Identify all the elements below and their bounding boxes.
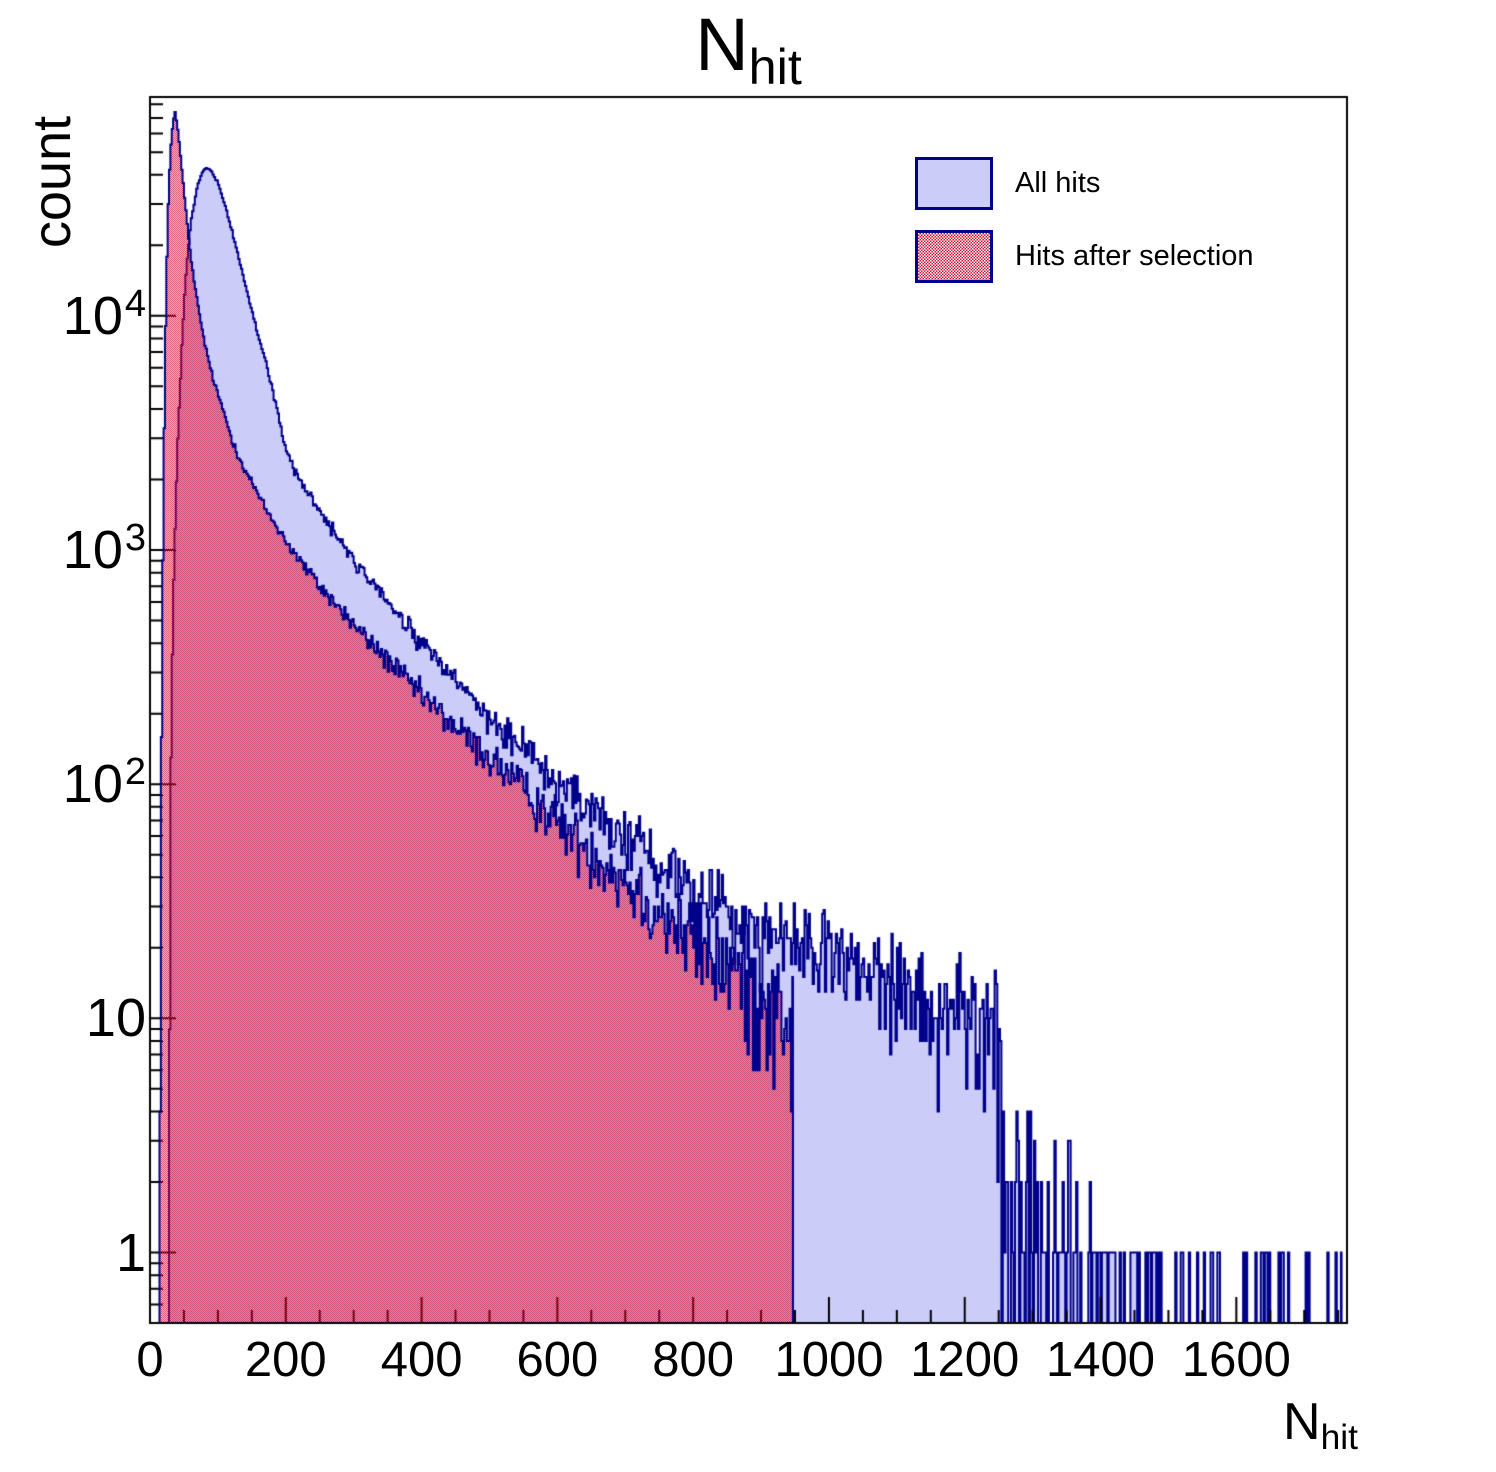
legend-label-hits-after-selection: Hits after selection [1015,240,1254,272]
y-tick-label-10e4: 104 [62,282,146,346]
chart-title-subscript: hit [748,38,802,96]
legend-swatch-all-hits [915,157,993,210]
x-tick-label-0: 0 [136,1333,164,1387]
y-axis-title: count [22,115,82,249]
x-tick-label-1200: 1200 [910,1333,1020,1387]
x-tick-label-1600: 1600 [1181,1333,1291,1387]
y-tick-label-10e2: 102 [62,751,146,815]
chart-title-main: N [695,3,749,86]
x-tick-label-600: 600 [516,1333,599,1387]
y-tick-label-1: 1 [115,1222,146,1283]
x-axis-title-subscript: hit [1320,1417,1358,1457]
legend: All hits Hits after selection [915,157,1254,303]
x-axis-title: Nhit [1283,1392,1358,1455]
x-tick-label-1000: 1000 [774,1333,884,1387]
legend-item-all-hits: All hits [915,157,1254,210]
x-tick-label-400: 400 [380,1333,463,1387]
y-tick-label-10e3: 103 [62,517,146,580]
legend-swatch-hits-after-selection [915,230,993,283]
x-tick-label-1400: 1400 [1046,1333,1156,1387]
x-tick-label-800: 800 [652,1333,735,1387]
x-tick-label-200: 200 [244,1333,327,1387]
legend-label-all-hits: All hits [1015,167,1101,199]
x-axis-title-main: N [1283,1393,1321,1451]
chart-title: Nhit [150,0,1347,95]
y-tick-label-10: 10 [85,988,146,1049]
legend-item-hits-after-selection: Hits after selection [915,230,1254,283]
